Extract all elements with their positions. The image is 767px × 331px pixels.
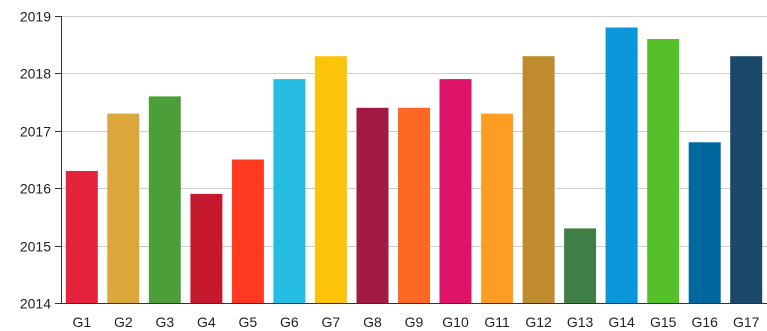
bar-g14 [605,27,638,303]
bar-g10 [439,79,472,303]
x-tick-label: G14 [608,314,635,330]
x-tick-label: G4 [197,314,216,330]
y-tick-label: 2016 [20,181,51,197]
x-tick-label: G3 [155,314,174,330]
y-tick-labels: 2014 2015 2016 2017 2018 2019 [20,9,51,312]
bar-g9 [398,107,430,303]
bars [65,27,763,304]
x-tick-label: G15 [650,314,677,330]
axes [55,16,767,304]
x-tick-label: G5 [239,314,258,330]
x-tick-label: G9 [405,314,424,330]
x-tick-labels: G1 G2 G3 G4 G5 G6 G7 G8 G9 G10 G11 G12 G13 G14 G15 G16 G… [72,314,759,330]
y-tick-label: 2014 [20,296,51,312]
bar-g4 [190,193,223,303]
bar-g2 [107,113,140,303]
x-tick-label: G10 [442,314,469,330]
y-tick-label: 2018 [20,66,51,82]
bar-g1 [65,171,98,303]
x-tick-label: G16 [691,314,718,330]
bar-g7 [314,56,347,304]
bar-g3 [148,96,181,304]
bar-g15 [647,39,680,303]
bar-g11 [481,113,514,303]
x-tick-label: G2 [114,314,133,330]
x-tick-label: G11 [484,314,510,330]
x-tick-label: G1 [72,314,91,330]
y-tick-label: 2019 [20,9,51,25]
x-tick-label: G7 [322,314,341,330]
x-tick-label: G17 [733,314,760,330]
x-tick-label: G12 [525,314,552,330]
bar-g5 [231,159,264,303]
bar-g8 [356,107,389,303]
bar-g13 [564,228,597,303]
bar-g6 [273,79,306,303]
x-tick-label: G6 [280,314,299,330]
x-tick-label: G8 [363,314,382,330]
bar-g12 [522,56,555,304]
y-tick-label: 2017 [20,124,51,140]
bar-g17 [730,56,763,304]
x-tick-label: G13 [567,314,594,330]
y-tick-label: 2015 [20,239,51,255]
bar-g16 [688,142,721,303]
